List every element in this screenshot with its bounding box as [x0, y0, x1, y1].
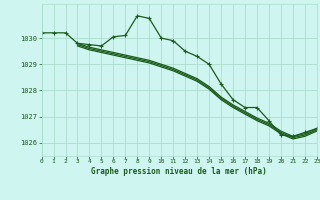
X-axis label: Graphe pression niveau de la mer (hPa): Graphe pression niveau de la mer (hPa) [91, 167, 267, 176]
